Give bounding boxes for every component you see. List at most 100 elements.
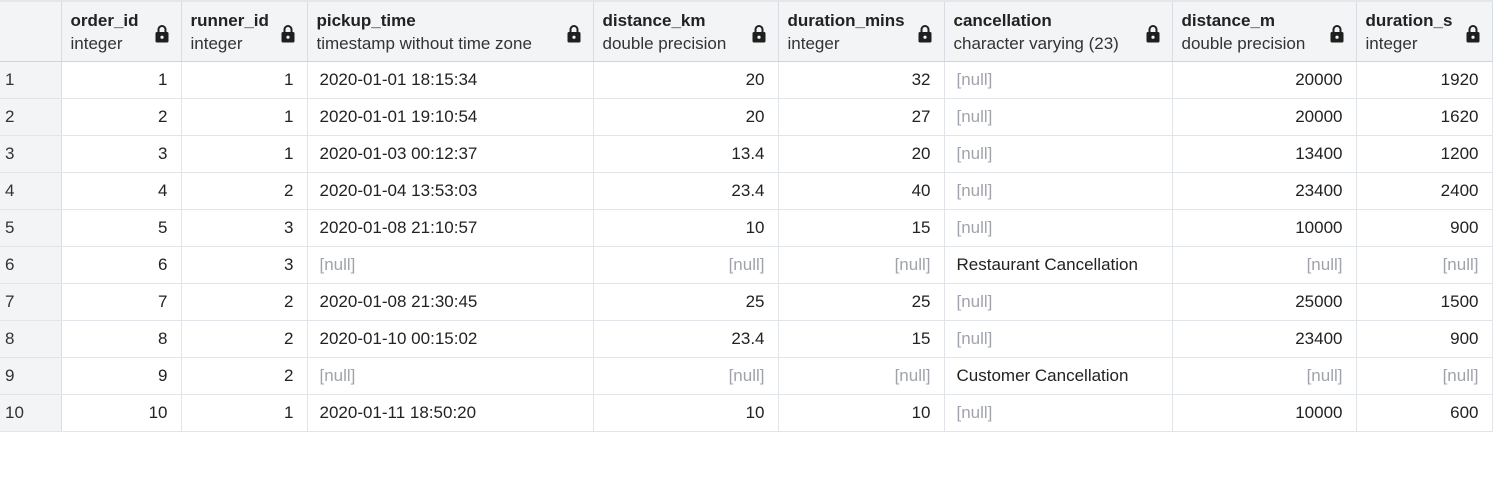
cell-cancellation[interactable]: [null] <box>944 172 1173 210</box>
cell-order-id[interactable]: 2 <box>61 98 182 136</box>
cell-duration-mins[interactable]: [null] <box>778 357 945 395</box>
cell-distance-km[interactable]: [null] <box>593 246 779 284</box>
cell-runner-id[interactable]: 1 <box>181 61 308 99</box>
table-row[interactable]: 2 2 1 2020-01-01 19:10:54 20 27 [null] 20000 162… <box>0 98 1493 136</box>
cell-duration-mins[interactable]: 32 <box>778 61 945 99</box>
cell-cancellation[interactable]: [null] <box>944 394 1173 432</box>
cell-duration-mins[interactable]: 15 <box>778 320 945 358</box>
cell-distance-m[interactable]: 23400 <box>1172 172 1357 210</box>
cell-distance-m[interactable]: 20000 <box>1172 98 1357 136</box>
cell-cancellation[interactable]: Customer Cancellation <box>944 357 1173 395</box>
cell-distance-km[interactable]: 23.4 <box>593 172 779 210</box>
table-row[interactable]: 10 10 1 2020-01-11 18:50:20 10 10 [null] 10000 6… <box>0 394 1493 432</box>
cell-duration-s[interactable]: 1620 <box>1356 98 1493 136</box>
row-number-header[interactable] <box>0 0 62 62</box>
cell-distance-m[interactable]: 10000 <box>1172 394 1357 432</box>
cell-runner-id[interactable]: 1 <box>181 135 308 173</box>
column-header-cancellation[interactable]: cancellation character varying (23) <box>944 0 1173 62</box>
cell-pickup-time[interactable]: [null] <box>307 357 594 395</box>
cell-pickup-time[interactable]: 2020-01-10 00:15:02 <box>307 320 594 358</box>
row-number[interactable]: 2 <box>0 98 62 136</box>
cell-duration-mins[interactable]: 10 <box>778 394 945 432</box>
cell-duration-s[interactable]: 1200 <box>1356 135 1493 173</box>
cell-distance-km[interactable]: 13.4 <box>593 135 779 173</box>
cell-distance-km[interactable]: 10 <box>593 209 779 247</box>
cell-pickup-time[interactable]: 2020-01-01 19:10:54 <box>307 98 594 136</box>
cell-pickup-time[interactable]: 2020-01-04 13:53:03 <box>307 172 594 210</box>
cell-cancellation[interactable]: [null] <box>944 209 1173 247</box>
cell-cancellation[interactable]: [null] <box>944 61 1173 99</box>
row-number[interactable]: 5 <box>0 209 62 247</box>
cell-distance-km[interactable]: 20 <box>593 61 779 99</box>
row-number[interactable]: 10 <box>0 394 62 432</box>
cell-distance-km[interactable]: [null] <box>593 357 779 395</box>
cell-duration-mins[interactable]: 20 <box>778 135 945 173</box>
cell-duration-s[interactable]: 900 <box>1356 320 1493 358</box>
cell-runner-id[interactable]: 1 <box>181 98 308 136</box>
cell-duration-s[interactable]: 1920 <box>1356 61 1493 99</box>
cell-duration-mins[interactable]: 27 <box>778 98 945 136</box>
cell-pickup-time[interactable]: [null] <box>307 246 594 284</box>
cell-runner-id[interactable]: 2 <box>181 172 308 210</box>
row-number[interactable]: 3 <box>0 135 62 173</box>
column-header-distance-m[interactable]: distance_m double precision <box>1172 0 1357 62</box>
cell-pickup-time[interactable]: 2020-01-11 18:50:20 <box>307 394 594 432</box>
table-row[interactable]: 9 9 2 [null] [null] [null] Customer Cancellati… <box>0 357 1493 395</box>
column-header-duration-s[interactable]: duration_s integer <box>1356 0 1493 62</box>
column-header-duration-mins[interactable]: duration_mins integer <box>778 0 945 62</box>
cell-cancellation[interactable]: [null] <box>944 135 1173 173</box>
table-row[interactable]: 6 6 3 [null] [null] [null] Restaurant Cancella… <box>0 246 1493 284</box>
cell-duration-s[interactable]: 900 <box>1356 209 1493 247</box>
row-number[interactable]: 9 <box>0 357 62 395</box>
cell-order-id[interactable]: 9 <box>61 357 182 395</box>
row-number[interactable]: 7 <box>0 283 62 321</box>
cell-distance-m[interactable]: [null] <box>1172 357 1357 395</box>
column-header-pickup-time[interactable]: pickup_time timestamp without time zone <box>307 0 594 62</box>
cell-pickup-time[interactable]: 2020-01-03 00:12:37 <box>307 135 594 173</box>
cell-duration-s[interactable]: [null] <box>1356 357 1493 395</box>
table-row[interactable]: 7 7 2 2020-01-08 21:30:45 25 25 [null] 25000 150… <box>0 283 1493 321</box>
cell-order-id[interactable]: 8 <box>61 320 182 358</box>
cell-order-id[interactable]: 7 <box>61 283 182 321</box>
cell-order-id[interactable]: 6 <box>61 246 182 284</box>
cell-order-id[interactable]: 10 <box>61 394 182 432</box>
row-number[interactable]: 6 <box>0 246 62 284</box>
cell-distance-m[interactable]: 10000 <box>1172 209 1357 247</box>
table-row[interactable]: 3 3 1 2020-01-03 00:12:37 13.4 20 [null] 13400 1… <box>0 135 1493 173</box>
row-number[interactable]: 8 <box>0 320 62 358</box>
table-row[interactable]: 5 5 3 2020-01-08 21:10:57 10 15 [null] 10000 900 <box>0 209 1493 247</box>
row-number[interactable]: 4 <box>0 172 62 210</box>
cell-order-id[interactable]: 4 <box>61 172 182 210</box>
cell-distance-km[interactable]: 20 <box>593 98 779 136</box>
cell-duration-s[interactable]: 1500 <box>1356 283 1493 321</box>
cell-pickup-time[interactable]: 2020-01-01 18:15:34 <box>307 61 594 99</box>
cell-duration-s[interactable]: 600 <box>1356 394 1493 432</box>
cell-cancellation[interactable]: [null] <box>944 98 1173 136</box>
cell-distance-km[interactable]: 10 <box>593 394 779 432</box>
cell-runner-id[interactable]: 1 <box>181 394 308 432</box>
table-row[interactable]: 8 8 2 2020-01-10 00:15:02 23.4 15 [null] 23400 9… <box>0 320 1493 358</box>
cell-pickup-time[interactable]: 2020-01-08 21:10:57 <box>307 209 594 247</box>
cell-duration-s[interactable]: 2400 <box>1356 172 1493 210</box>
cell-runner-id[interactable]: 3 <box>181 246 308 284</box>
cell-distance-m[interactable]: [null] <box>1172 246 1357 284</box>
cell-runner-id[interactable]: 2 <box>181 320 308 358</box>
cell-distance-m[interactable]: 20000 <box>1172 61 1357 99</box>
cell-order-id[interactable]: 5 <box>61 209 182 247</box>
cell-distance-m[interactable]: 13400 <box>1172 135 1357 173</box>
cell-duration-mins[interactable]: [null] <box>778 246 945 284</box>
cell-duration-mins[interactable]: 15 <box>778 209 945 247</box>
row-number[interactable]: 1 <box>0 61 62 99</box>
column-header-runner-id[interactable]: runner_id integer <box>181 0 308 62</box>
cell-distance-m[interactable]: 23400 <box>1172 320 1357 358</box>
cell-duration-s[interactable]: [null] <box>1356 246 1493 284</box>
cell-runner-id[interactable]: 2 <box>181 283 308 321</box>
column-header-distance-km[interactable]: distance_km double precision <box>593 0 779 62</box>
cell-order-id[interactable]: 3 <box>61 135 182 173</box>
cell-cancellation[interactable]: Restaurant Cancellation <box>944 246 1173 284</box>
cell-runner-id[interactable]: 3 <box>181 209 308 247</box>
cell-cancellation[interactable]: [null] <box>944 283 1173 321</box>
cell-cancellation[interactable]: [null] <box>944 320 1173 358</box>
cell-runner-id[interactable]: 2 <box>181 357 308 395</box>
column-header-order-id[interactable]: order_id integer <box>61 0 182 62</box>
